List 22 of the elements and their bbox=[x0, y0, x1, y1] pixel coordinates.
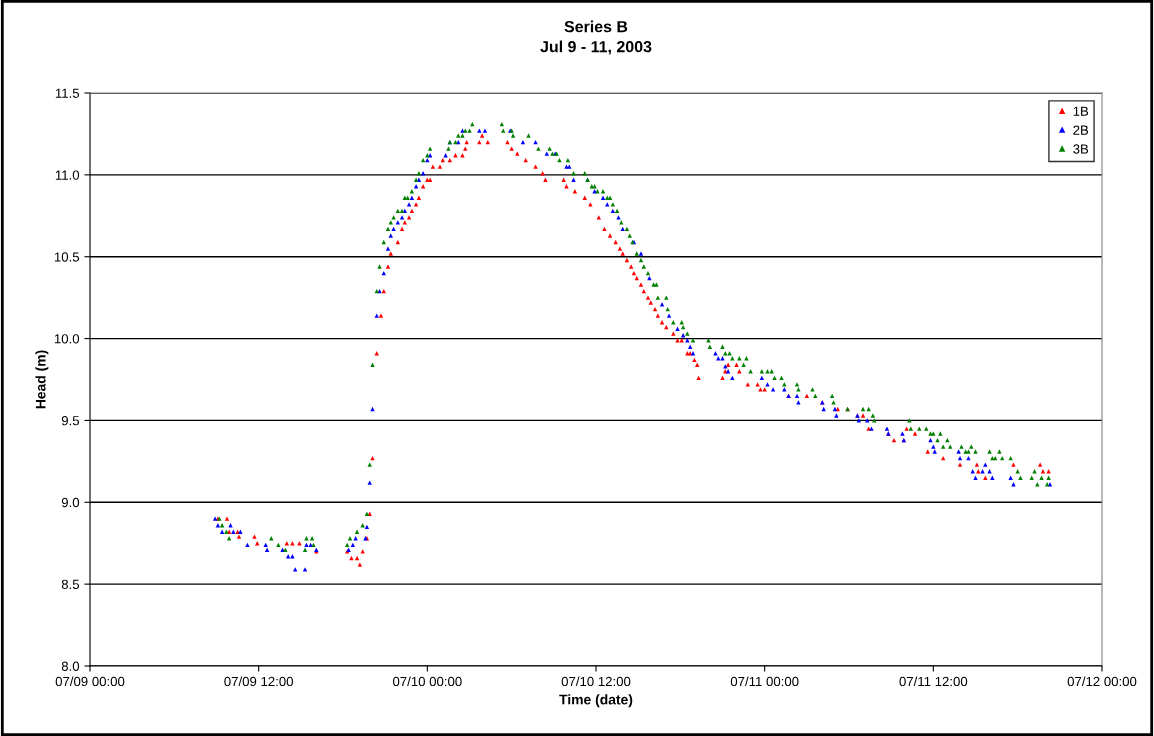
chart-title: Series B bbox=[564, 20, 628, 33]
x-tick-label: 07/11 00:00 bbox=[730, 676, 799, 687]
x-tick-label: 07/11 12:00 bbox=[899, 676, 968, 687]
y-tick-label: 11.0 bbox=[55, 170, 80, 180]
y-tick-label: 10.0 bbox=[54, 334, 80, 344]
y-tick-label: 9.0 bbox=[61, 497, 80, 508]
y-tick-label: 10.5 bbox=[54, 252, 80, 262]
x-tick-label: 07/09 12:00 bbox=[224, 676, 294, 687]
x-axis-title: Time (date) bbox=[559, 694, 633, 708]
chart-subtitle: Jul 9 - 11, 2003 bbox=[540, 40, 652, 55]
legend-label: 2B bbox=[1073, 125, 1089, 135]
legend-label: 1B bbox=[1073, 106, 1089, 116]
legend-label: 3B bbox=[1073, 144, 1089, 154]
y-axis-title: Head (m) bbox=[35, 350, 49, 409]
y-tick-label: 11.5 bbox=[55, 88, 80, 98]
x-tick-label: 07/10 12:00 bbox=[561, 676, 631, 687]
y-tick-label: 9.5 bbox=[61, 416, 80, 426]
y-tick-label: 8.5 bbox=[61, 579, 80, 590]
y-tick-label: 8.0 bbox=[61, 661, 80, 671]
x-tick-label: 07/12 00:00 bbox=[1067, 676, 1137, 687]
x-tick-label: 07/10 00:00 bbox=[393, 676, 462, 687]
x-tick-label: 07/09 00:00 bbox=[55, 676, 125, 687]
